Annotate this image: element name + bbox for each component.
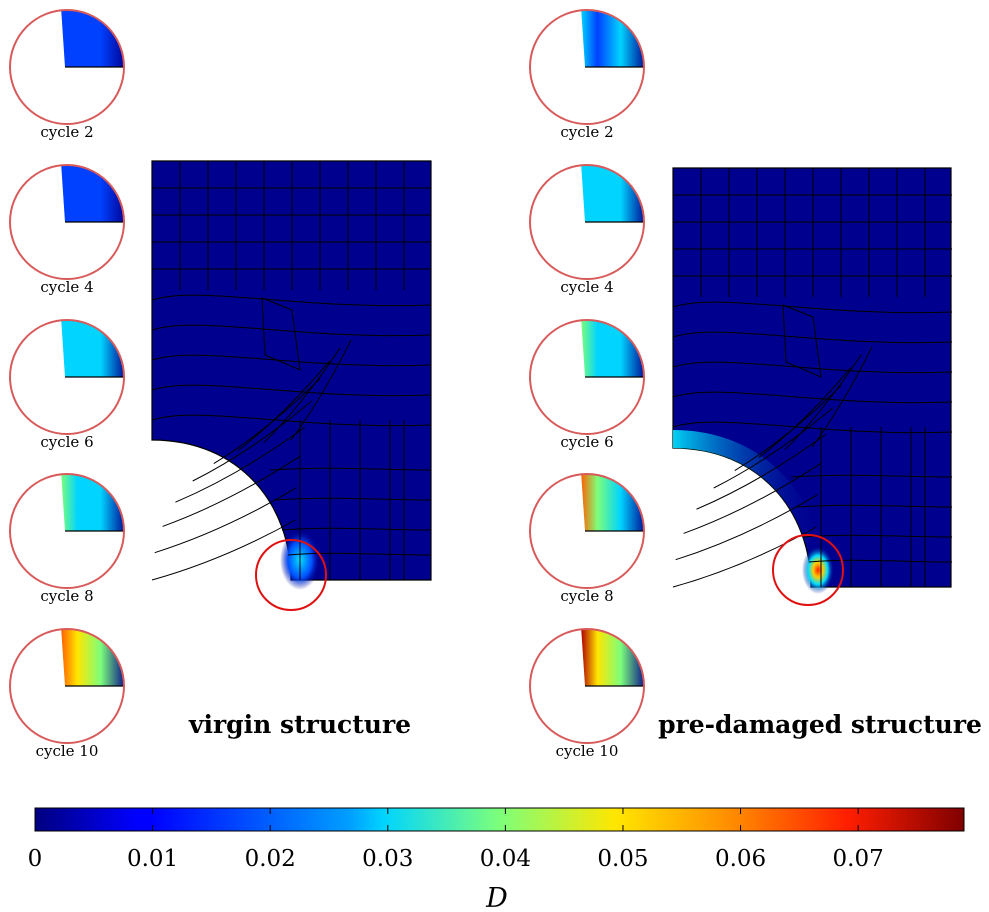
predamaged-inset-label: cycle 8 bbox=[560, 587, 613, 605]
virgin-inset-ring bbox=[9, 628, 125, 744]
virgin-inset-label: cycle 4 bbox=[40, 278, 93, 296]
predamaged-inset-1: cycle 2 bbox=[529, 9, 645, 141]
predamaged-inset-ring bbox=[529, 628, 645, 744]
virgin-mesh-grid bbox=[151, 161, 432, 581]
predamaged-inset-ring bbox=[529, 9, 645, 125]
predamaged-inset-label: cycle 6 bbox=[560, 433, 613, 451]
colorbar-tick-label: 0 bbox=[28, 846, 43, 872]
colorbar-tick-label: 0.05 bbox=[597, 846, 648, 872]
colorbar: 0 0.01 0.02 0.03 0.04 0.05 0.06 0.07 D bbox=[28, 807, 965, 912]
colorbar-gradient bbox=[34, 807, 965, 832]
virgin-mesh bbox=[151, 160, 432, 611]
colorbar-label: D bbox=[485, 883, 508, 912]
predamaged-title: pre-damaged structure bbox=[658, 710, 982, 739]
virgin-inset-label: cycle 6 bbox=[40, 433, 93, 451]
predamaged-inset-2: cycle 4 bbox=[529, 164, 645, 296]
predamaged-inset-label: cycle 2 bbox=[560, 123, 613, 141]
colorbar-tick-label: 0.07 bbox=[833, 846, 884, 872]
virgin-inset-4: cycle 8 bbox=[9, 473, 125, 605]
virgin-inset-5: cycle 10 bbox=[9, 628, 125, 760]
colorbar-tick-label: 0.02 bbox=[245, 846, 296, 872]
colorbar-tick-label: 0.06 bbox=[715, 846, 766, 872]
virgin-inset-label: cycle 8 bbox=[40, 587, 93, 605]
colorbar-tick-label: 0.04 bbox=[480, 846, 531, 872]
predamaged-inset-5: cycle 10 bbox=[529, 628, 645, 760]
predamaged-inset-3: cycle 6 bbox=[529, 319, 645, 451]
colorbar-tick-label: 0.03 bbox=[362, 846, 413, 872]
predamaged-inset-label: cycle 10 bbox=[556, 742, 619, 760]
predamaged-mesh bbox=[672, 167, 953, 606]
predamaged-inset-label: cycle 4 bbox=[560, 278, 613, 296]
virgin-inset-1: cycle 2 bbox=[9, 9, 125, 141]
virgin-inset-ring bbox=[9, 164, 125, 280]
predamaged-hotspot bbox=[802, 546, 834, 594]
virgin-insets: cycle 2 cycle 4 cycle 6 cycle 8 cycle 10 bbox=[9, 9, 125, 760]
predamaged-inset-ring bbox=[529, 164, 645, 280]
predamaged-inset-4: cycle 8 bbox=[529, 473, 645, 605]
predamaged-inset-ring bbox=[529, 473, 645, 589]
colorbar-ticks: 0 0.01 0.02 0.03 0.04 0.05 0.06 0.07 bbox=[28, 808, 884, 872]
virgin-highlight-circle bbox=[255, 539, 327, 611]
virgin-inset-label: cycle 10 bbox=[36, 742, 99, 760]
predamaged-mesh-grid bbox=[672, 168, 953, 588]
virgin-inset-ring bbox=[9, 319, 125, 435]
virgin-title: virgin structure bbox=[188, 710, 411, 739]
predamaged-insets: cycle 2 cycle 4 cycle 6 cycle 8 cycle 10 bbox=[529, 9, 645, 760]
virgin-inset-label: cycle 2 bbox=[40, 123, 93, 141]
colorbar-tick-label: 0.01 bbox=[127, 846, 178, 872]
predamaged-highlight-circle bbox=[772, 534, 844, 606]
virgin-inset-ring bbox=[9, 473, 125, 589]
predamaged-inset-ring bbox=[529, 319, 645, 435]
virgin-inset-ring bbox=[9, 9, 125, 125]
virgin-inset-3: cycle 6 bbox=[9, 319, 125, 451]
virgin-inset-2: cycle 4 bbox=[9, 164, 125, 296]
